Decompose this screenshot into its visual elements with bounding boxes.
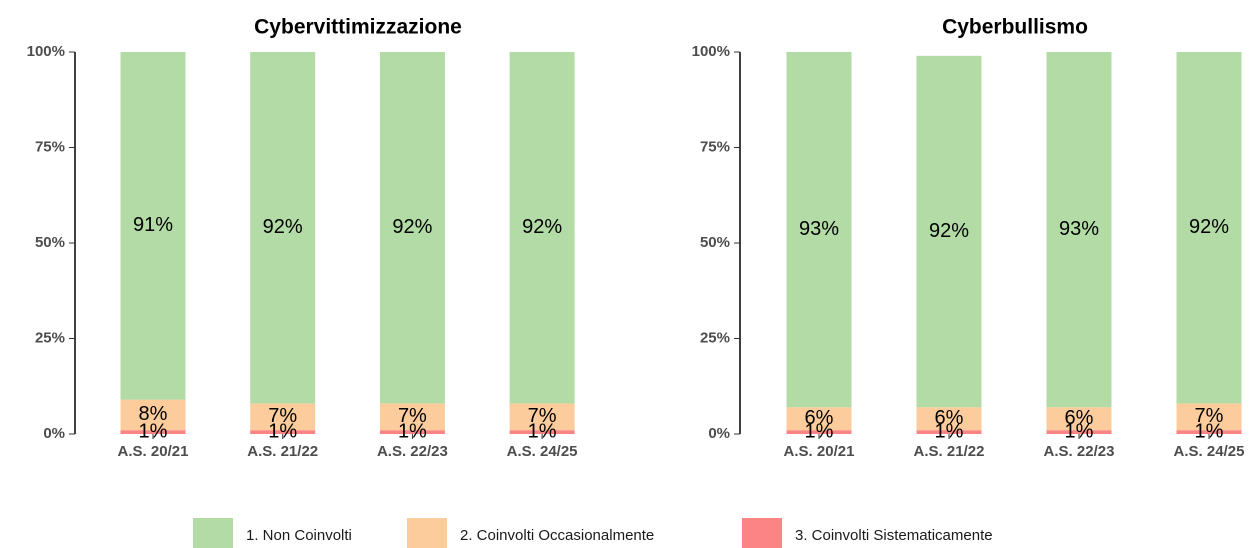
value-label: 91% <box>133 214 173 236</box>
bar-segment <box>1046 407 1112 431</box>
x-tick-label: A.S. 24/25 <box>507 443 578 460</box>
y-tick-label: 75% <box>700 138 730 155</box>
bar-segment <box>379 52 445 404</box>
value-label: 7% <box>268 405 297 427</box>
value-label: 6% <box>805 407 834 429</box>
value-label: 92% <box>1189 216 1229 238</box>
value-label: 1% <box>1195 420 1224 442</box>
bar-segment <box>1176 52 1242 404</box>
chart-title: Cybervittimizzazione <box>254 16 462 39</box>
y-tick-label: 0% <box>708 425 730 442</box>
bar-segment <box>786 52 852 408</box>
x-tick-label: A.S. 21/22 <box>247 443 318 460</box>
value-label: 1% <box>1065 420 1094 442</box>
value-label: 93% <box>799 218 839 240</box>
value-label: 7% <box>1195 405 1224 427</box>
bar-segment <box>509 52 575 404</box>
bar-segment <box>1176 403 1242 431</box>
value-label: 6% <box>935 407 964 429</box>
value-label: 1% <box>935 420 964 442</box>
value-label: 6% <box>1065 407 1094 429</box>
y-tick-label: 50% <box>700 234 730 251</box>
x-tick-label: A.S. 21/22 <box>914 443 985 460</box>
value-label: 7% <box>398 405 427 427</box>
bar-segment <box>250 403 316 431</box>
value-label: 92% <box>929 220 969 242</box>
value-label: 8% <box>139 403 168 425</box>
legend-label: 1. Non Coinvolti <box>246 527 352 544</box>
bar-segment <box>379 403 445 431</box>
bar-segment <box>916 407 982 431</box>
value-label: 1% <box>268 420 297 442</box>
legend-swatch <box>193 518 233 548</box>
bar-segment <box>1046 52 1112 408</box>
legend-label: 3. Coinvolti Sistematicamente <box>795 527 993 544</box>
bar-segment <box>509 403 575 431</box>
y-tick-label: 75% <box>35 138 65 155</box>
y-tick-label: 0% <box>43 425 65 442</box>
value-label: 93% <box>1059 218 1099 240</box>
bar-segment <box>786 430 852 434</box>
bar-segment <box>120 430 186 434</box>
value-label: 1% <box>528 420 557 442</box>
bar-segment <box>120 52 186 400</box>
x-tick-label: A.S. 22/23 <box>377 443 448 460</box>
bar-segment <box>250 52 316 404</box>
bar-segment <box>786 407 852 431</box>
bar-segment <box>250 430 316 434</box>
bar-segment <box>379 430 445 434</box>
x-tick-label: A.S. 20/21 <box>118 443 189 460</box>
value-label: 92% <box>263 216 303 238</box>
y-tick-label: 100% <box>27 43 65 60</box>
bar-segment <box>916 430 982 434</box>
value-label: 1% <box>805 420 834 442</box>
y-tick-label: 100% <box>692 43 730 60</box>
y-tick-label: 25% <box>700 329 730 346</box>
bar-segment <box>509 430 575 434</box>
x-tick-label: A.S. 20/21 <box>784 443 855 460</box>
x-tick-label: A.S. 22/23 <box>1044 443 1115 460</box>
value-label: 1% <box>398 420 427 442</box>
legend-label: 2. Coinvolti Occasionalmente <box>460 527 654 544</box>
chart-title: Cyberbullismo <box>942 16 1088 39</box>
value-label: 7% <box>528 405 557 427</box>
legend-swatch <box>742 518 782 548</box>
bar-segment <box>120 399 186 431</box>
bar-segment <box>916 55 982 408</box>
value-label: 1% <box>139 420 168 442</box>
x-tick-label: A.S. 24/25 <box>1174 443 1245 460</box>
y-tick-label: 50% <box>35 234 65 251</box>
bar-segment <box>1176 430 1242 434</box>
value-label: 92% <box>522 216 562 238</box>
bar-segment <box>1046 430 1112 434</box>
y-tick-label: 25% <box>35 329 65 346</box>
value-label: 92% <box>392 216 432 238</box>
legend-swatch <box>407 518 447 548</box>
